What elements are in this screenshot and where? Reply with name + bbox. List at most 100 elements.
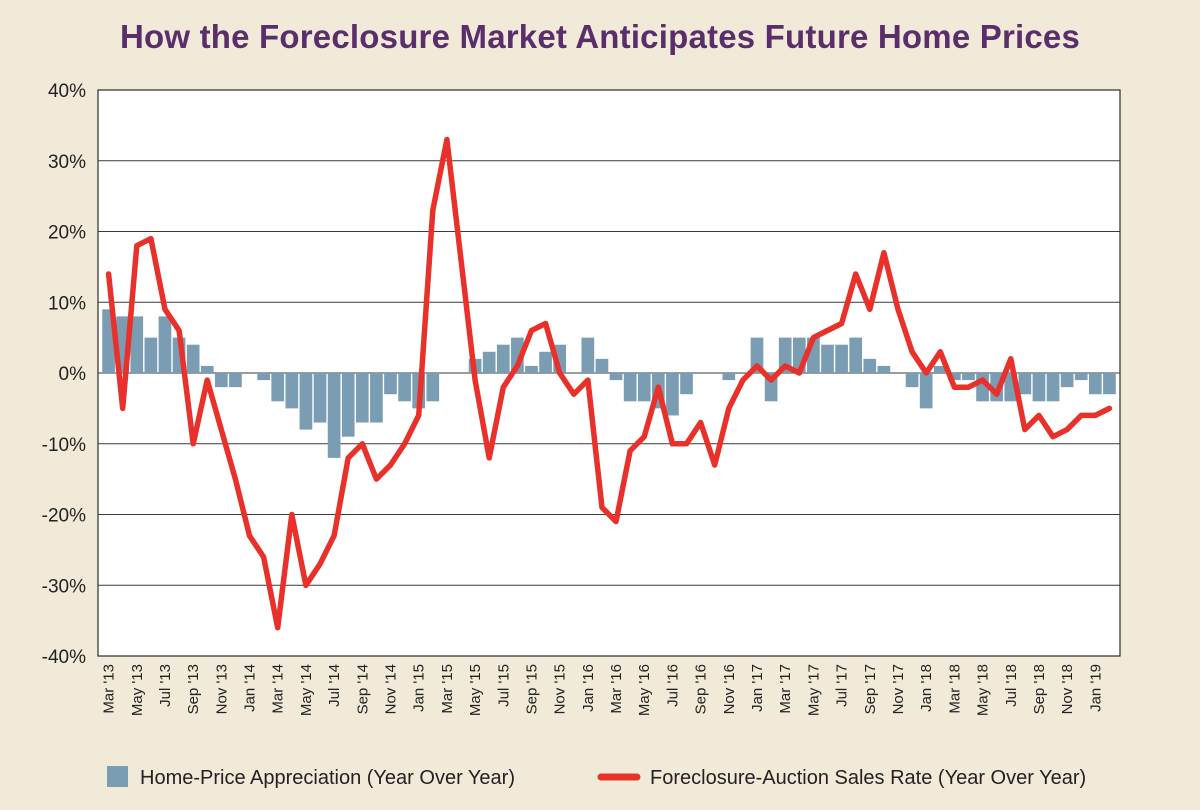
- bar: [355, 373, 369, 423]
- bar: [1046, 373, 1060, 402]
- bar: [637, 373, 651, 402]
- line-point: [402, 441, 407, 446]
- line-point: [346, 455, 351, 461]
- x-tick-label: Sep '18: [1031, 664, 1048, 714]
- bar: [821, 344, 834, 373]
- x-tick-label: Jan '19: [1087, 664, 1104, 712]
- x-tick-label: Nov '18: [1059, 664, 1076, 714]
- bar: [299, 373, 313, 430]
- line-point: [712, 462, 717, 468]
- bar: [158, 316, 172, 373]
- x-tick-label: May '17: [805, 664, 822, 716]
- bar: [313, 373, 327, 423]
- line-point: [599, 505, 605, 510]
- x-tick-label: Jul '17: [834, 664, 851, 707]
- bar: [1032, 373, 1046, 402]
- line-point: [909, 349, 915, 354]
- bar: [835, 344, 848, 373]
- line-point: [825, 328, 830, 333]
- x-tick-label: Nov '13: [213, 664, 230, 714]
- line-point: [783, 363, 788, 369]
- bar: [327, 373, 341, 458]
- line-point: [1022, 427, 1028, 432]
- line-point: [811, 335, 816, 340]
- line-point: [543, 321, 548, 326]
- line-point: [1036, 413, 1042, 418]
- bar: [595, 358, 609, 373]
- x-tick-label: Nov '16: [721, 664, 738, 714]
- line-point: [670, 441, 675, 446]
- x-tick-label: Sep '14: [354, 664, 371, 714]
- bar: [933, 365, 947, 373]
- bar: [877, 365, 891, 373]
- line-point: [895, 307, 901, 312]
- line-point: [1064, 427, 1070, 432]
- x-tick-label: Mar '14: [270, 664, 287, 714]
- bar: [750, 337, 764, 373]
- bar: [962, 373, 975, 381]
- x-tick-label: Nov '14: [383, 664, 400, 714]
- bar: [623, 373, 637, 402]
- bar: [539, 351, 552, 373]
- line-point: [416, 413, 421, 418]
- line-point: [867, 307, 872, 312]
- x-tick-label: Nov '17: [890, 664, 907, 714]
- x-tick-label: Jul '14: [326, 664, 343, 707]
- x-tick-label: Mar '17: [777, 664, 794, 714]
- line-point: [1008, 356, 1013, 362]
- x-tick-label: Sep '15: [523, 664, 540, 714]
- bar: [1088, 373, 1102, 395]
- line-series: [105, 136, 1113, 631]
- line-point: [430, 208, 435, 213]
- bar: [680, 373, 693, 395]
- y-tick-label: -10%: [42, 435, 86, 456]
- line-point: [515, 363, 520, 369]
- line-point: [219, 427, 224, 432]
- bar: [863, 358, 877, 373]
- x-tick-label: May '18: [975, 664, 992, 716]
- bar: [144, 337, 158, 373]
- bar: [341, 373, 355, 437]
- bar: [1074, 373, 1088, 381]
- line-point: [571, 392, 576, 397]
- line-point: [501, 384, 506, 390]
- x-tick-label: Mar '18: [946, 664, 963, 714]
- bar: [426, 373, 440, 402]
- line-point: [585, 377, 591, 383]
- bar: [609, 373, 623, 381]
- x-tick-label: Jan '14: [242, 664, 259, 712]
- line-point: [952, 384, 957, 390]
- bar: [257, 373, 270, 381]
- line-point: [388, 462, 393, 468]
- y-tick-label: 40%: [48, 81, 86, 102]
- x-tick-label: May '14: [298, 664, 315, 716]
- x-tick-label: May '16: [636, 664, 653, 716]
- x-tick-label: Jan '16: [580, 664, 597, 712]
- x-tick-label: Nov '15: [552, 664, 569, 714]
- line-point: [980, 377, 985, 383]
- line-point: [627, 448, 633, 454]
- y-tick-label: 20%: [48, 223, 86, 244]
- line-point: [148, 236, 154, 241]
- legend: Home-Price Appreciation (Year Over Year)…: [107, 766, 1086, 789]
- bar: [398, 373, 411, 402]
- line-point: [881, 250, 887, 255]
- bar: [200, 365, 214, 373]
- x-tick-label: May '15: [467, 664, 484, 716]
- line-point: [289, 512, 295, 517]
- line-point: [303, 583, 309, 588]
- bar: [482, 351, 496, 373]
- bar: [1103, 373, 1116, 395]
- x-tick-label: Jan '15: [411, 664, 428, 712]
- line-point: [374, 476, 379, 482]
- series-line: [105, 136, 1113, 631]
- line-point: [458, 257, 464, 262]
- line-point: [1093, 413, 1098, 418]
- line-point: [994, 392, 999, 397]
- x-tick-label: Jul '15: [495, 664, 512, 707]
- line-point: [472, 377, 478, 383]
- x-tick-label: Jan '17: [749, 664, 766, 712]
- bar: [370, 373, 383, 423]
- line-point: [1079, 413, 1084, 418]
- legend-label-line: Foreclosure-Auction Sales Rate (Year Ove…: [650, 767, 1086, 789]
